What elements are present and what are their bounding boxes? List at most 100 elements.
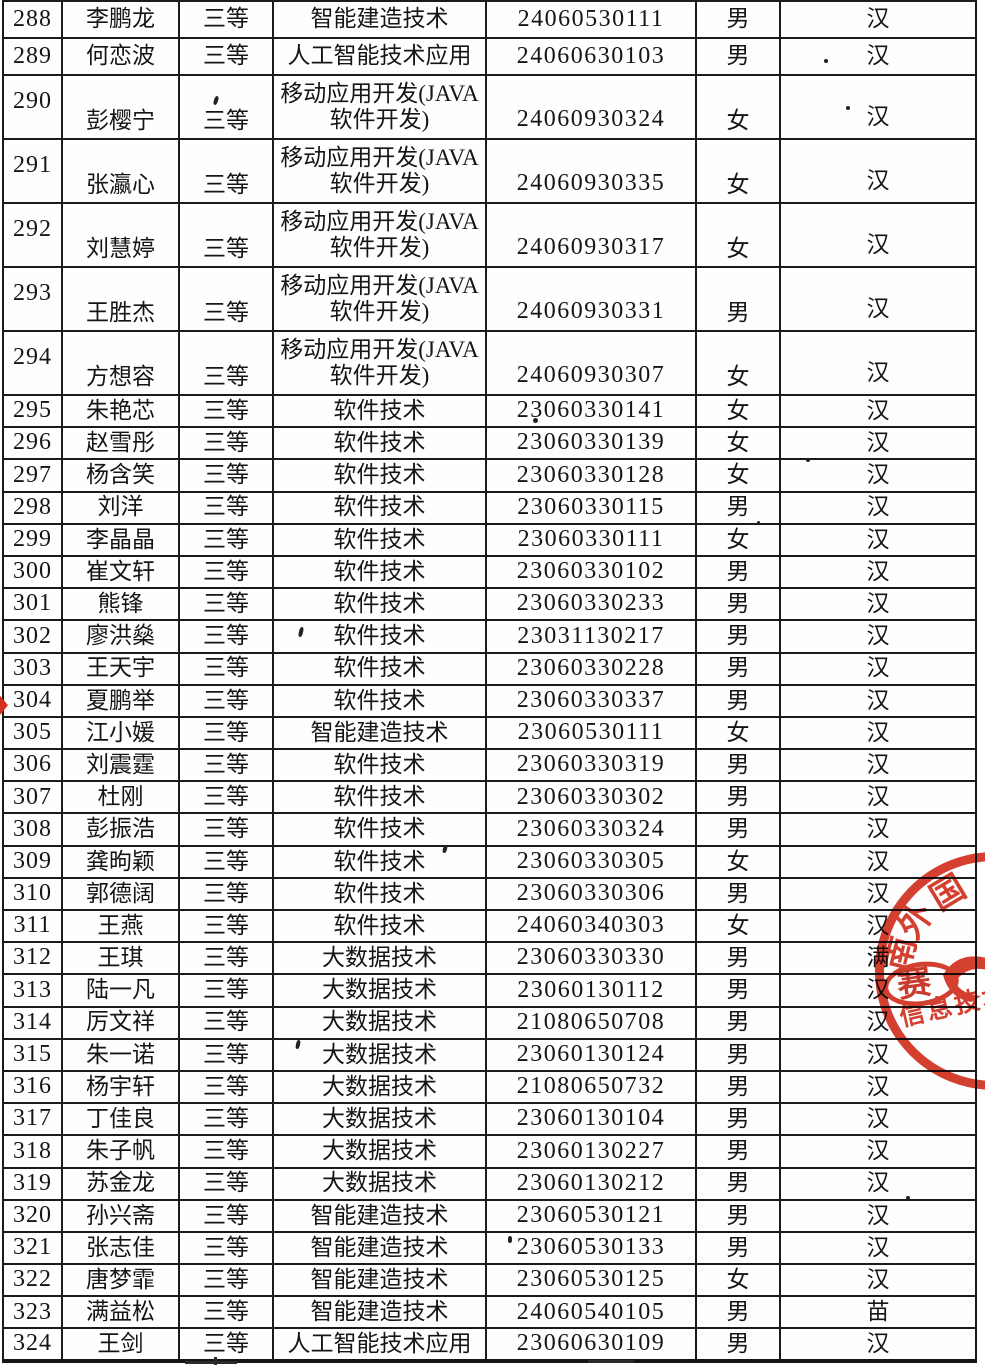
ethnicity-cell: 汉 [779,522,977,557]
table-row: 300 崔文轩 三等 软件技术 23060330102 男 汉 [2,554,977,590]
gender-cell: 男 [695,1295,781,1330]
row-number-cell: 290 [2,74,63,140]
student-id-cell: 23060330115 [485,490,697,525]
major-cell: 人工智能技术应用 [272,37,487,76]
row-number-cell: 297 [2,458,63,493]
gender-cell: 女 [695,522,781,557]
gender-cell: 男 [695,37,781,76]
ethnicity-cell: 汉 [779,876,977,912]
student-id-cell: 24060930335 [485,138,697,204]
scan-speck [640,1121,643,1124]
ethnicity-cell: 汉 [779,426,977,461]
award-level-cell: 三等 [178,1166,274,1201]
student-name-cell: 张瀛心 [61,138,180,204]
row-number-cell: 314 [2,1005,63,1040]
gender-cell: 男 [695,683,781,718]
student-name-cell: 王燕 [61,908,180,944]
table-row: 312 王琪 三等 大数据技术 23060330330 男 满 [2,941,977,976]
row-number-cell: 322 [2,1263,63,1298]
ethnicity-cell: 汉 [779,1166,977,1201]
student-id-cell: 23060330302 [485,780,697,815]
gender-cell: 男 [695,587,781,622]
row-number-cell: 313 [2,973,63,1008]
gender-cell: 男 [695,554,781,590]
student-name-cell: 朱一诺 [61,1037,180,1072]
major-cell: 软件技术 [272,522,487,557]
student-id-cell: 23060130124 [485,1037,697,1072]
student-id-cell: 23060330305 [485,844,697,879]
row-number-cell: 289 [2,37,63,76]
student-id-cell: 24060540105 [485,1295,697,1330]
student-id-cell: 24060530111 [485,0,697,39]
gender-cell: 女 [695,393,781,429]
ethnicity-cell: 汉 [779,1327,977,1362]
student-name-cell: 满益松 [61,1295,180,1330]
student-name-cell: 杜刚 [61,780,180,815]
major-cell: 大数据技术 [272,1005,487,1040]
major-cell: 软件技术 [272,844,487,879]
award-level-cell: 三等 [178,844,274,879]
award-level-cell: 三等 [178,458,274,493]
student-name-cell: 方想容 [61,330,180,396]
row-number-cell: 306 [2,748,63,783]
table-row: 293 王胜杰 三等 移动应用开发(JAVA 软件开发) 24060930331… [2,266,977,332]
table-row: 292 刘慧婷 三等 移动应用开发(JAVA 软件开发) 24060930317… [2,202,977,268]
award-level-cell: 三等 [178,1295,274,1330]
table-row: 306 刘震霆 三等 软件技术 23060330319 男 汉 [2,748,977,783]
major-cell: 软件技术 [272,812,487,847]
award-level-cell: 三等 [178,619,274,654]
row-number-cell: 295 [2,393,63,429]
table-row: 289 何恋波 三等 人工智能技术应用 24060630103 男 汉 [2,37,977,76]
award-level-cell: 三等 [178,973,274,1008]
student-name-cell: 朱艳芯 [61,393,180,429]
award-level-cell: 三等 [178,37,274,76]
ethnicity-cell: 汉 [779,0,977,39]
ethnicity-cell: 汉 [779,266,977,332]
student-name-cell: 唐梦霏 [61,1263,180,1298]
ethnicity-cell: 汉 [779,1102,977,1137]
award-level-cell: 三等 [178,683,274,718]
major-cell: 大数据技术 [272,973,487,1008]
ethnicity-cell: 汉 [779,1230,977,1266]
student-name-cell: 夏鹏举 [61,683,180,718]
student-name-cell: 龚昫颖 [61,844,180,879]
table-row: 322 唐梦霏 三等 智能建造技术 23060530125 女 汉 [2,1263,977,1298]
row-number-cell: 303 [2,651,63,686]
gender-cell: 女 [695,458,781,493]
student-name-cell: 刘慧婷 [61,202,180,268]
ethnicity-cell: 汉 [779,1198,977,1233]
student-id-cell: 23060530133 [485,1230,697,1266]
gender-cell: 男 [695,973,781,1008]
ethnicity-cell: 汉 [779,748,977,783]
award-level-cell: 三等 [178,1102,274,1137]
major-cell: 大数据技术 [272,1166,487,1201]
table-row: 304 夏鹏举 三等 软件技术 23060330337 男 汉 [2,683,977,718]
row-number-cell: 308 [2,812,63,847]
ethnicity-cell: 汉 [779,683,977,718]
row-number-cell: 310 [2,876,63,912]
scan-speck [906,1196,910,1200]
award-level-cell: 三等 [178,74,274,140]
gender-cell: 男 [695,619,781,654]
row-number-cell: 288 [2,0,63,39]
major-cell: 软件技术 [272,908,487,944]
student-id-cell: 23060330330 [485,941,697,976]
row-number-cell: 298 [2,490,63,525]
major-cell: 软件技术 [272,748,487,783]
gender-cell: 女 [695,908,781,944]
table-row: 316 杨宇轩 三等 大数据技术 21080650732 男 汉 [2,1069,977,1105]
major-cell: 软件技术 [272,426,487,461]
ethnicity-cell: 汉 [779,1069,977,1105]
ethnicity-cell: 汉 [779,908,977,944]
gender-cell: 男 [695,651,781,686]
table-row: 296 赵雪彤 三等 软件技术 23060330139 女 汉 [2,426,977,461]
gender-cell: 男 [695,1037,781,1072]
row-number-cell: 317 [2,1102,63,1137]
student-name-cell: 陆一凡 [61,973,180,1008]
award-level-cell: 三等 [178,876,274,912]
student-id-cell: 24060630103 [485,37,697,76]
gender-cell: 女 [695,844,781,879]
row-number-cell: 301 [2,587,63,622]
row-number-cell: 299 [2,522,63,557]
